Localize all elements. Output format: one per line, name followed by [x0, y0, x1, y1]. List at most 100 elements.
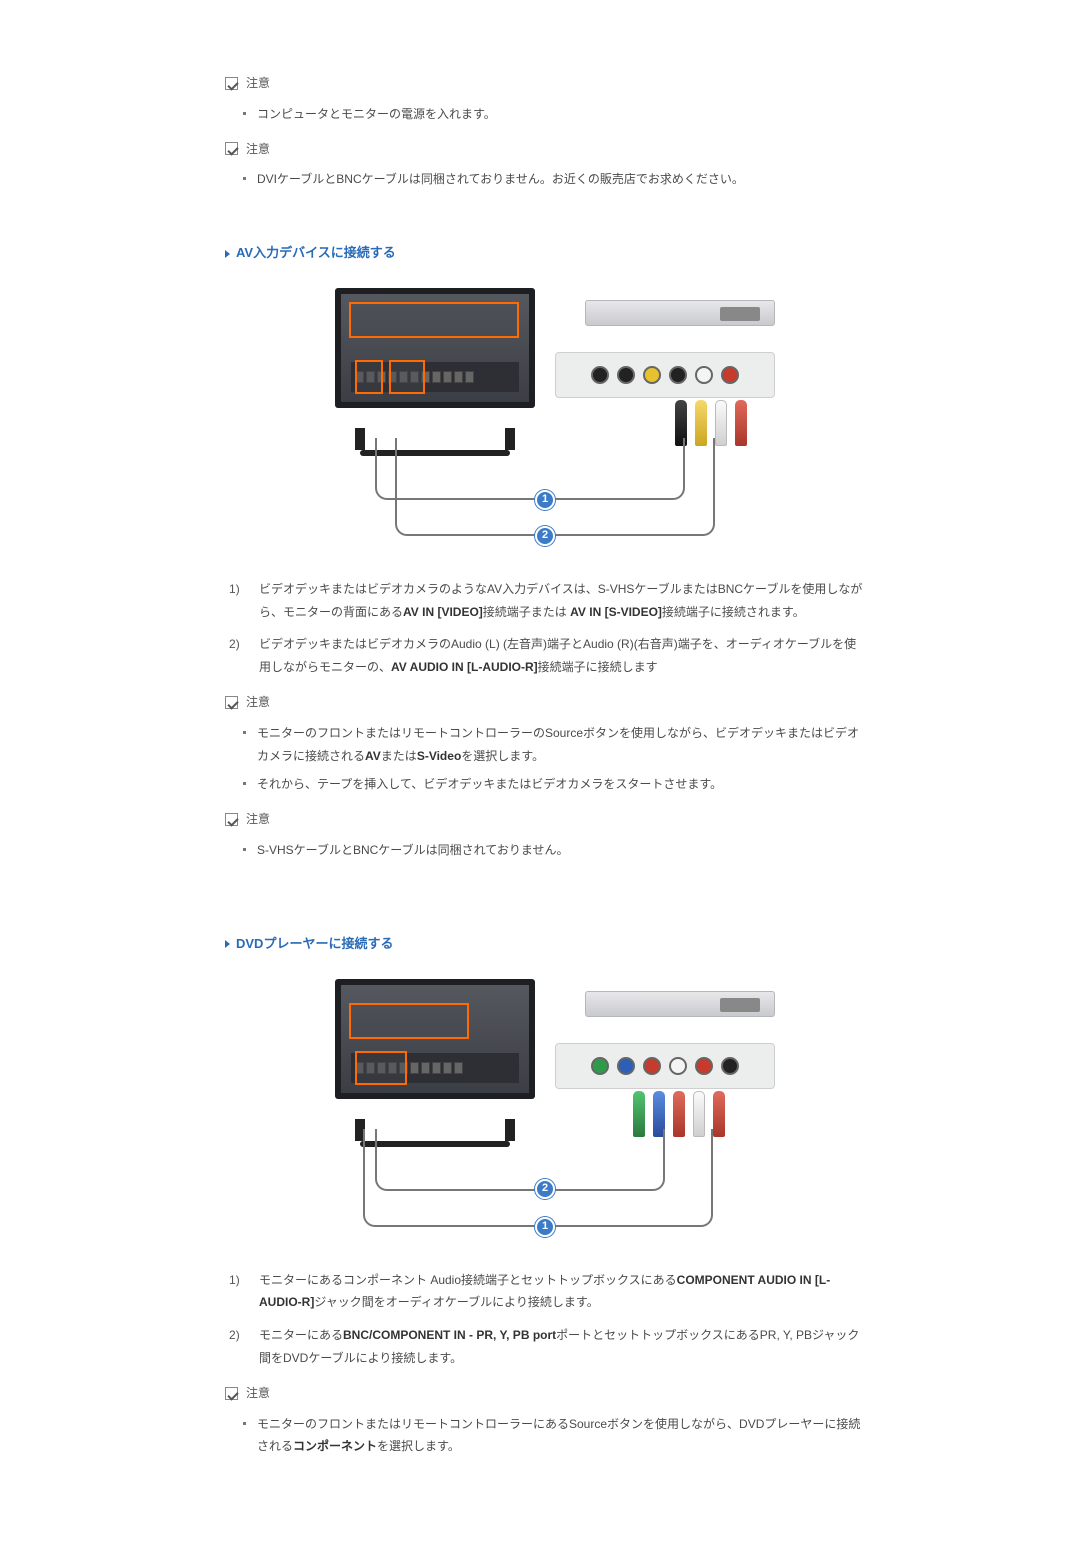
bullet-item: モニターのフロントまたはリモートコントローラーのSourceボタンを使用しながら…	[243, 722, 865, 768]
jack-shape	[695, 366, 713, 384]
numbered-steps: モニターにあるコンポーネント Audio接続端子とセットトップボックスにあるCO…	[225, 1269, 865, 1370]
highlight-box	[349, 302, 519, 338]
note-label: 注意	[246, 72, 270, 95]
stand-leg	[355, 428, 365, 450]
jack-shape	[669, 1057, 687, 1075]
source-device-shape	[585, 300, 775, 326]
port-shape	[443, 1062, 452, 1074]
bullet-item: モニターのフロントまたはリモートコントローラーにあるSourceボタンを使用しな…	[243, 1413, 865, 1459]
note-row: 注意	[225, 1382, 865, 1405]
plug-shape	[735, 400, 747, 446]
cable-line	[363, 1129, 713, 1227]
connector-panel	[555, 1043, 775, 1089]
monitor-frame	[335, 288, 535, 408]
port-shape	[421, 1062, 430, 1074]
check-icon	[225, 1387, 238, 1400]
bullet-item: それから、テープを挿入して、ビデオデッキまたはビデオカメラをスタートさせます。	[243, 773, 865, 796]
highlight-box	[349, 1003, 469, 1039]
badge-1: 1	[535, 1217, 555, 1237]
section-heading: DVDプレーヤーに接続する	[225, 932, 865, 957]
step-text: 接続端子に接続されます。	[662, 605, 805, 619]
plug-shape	[713, 1091, 725, 1137]
bold-term: コンポーネント	[293, 1439, 377, 1453]
note-row: 注意	[225, 808, 865, 831]
bold-term: AV	[365, 749, 381, 763]
badge-1: 1	[535, 490, 555, 510]
text: モニターのフロントまたはリモートコントローラーのSourceボタンを使用しながら…	[257, 726, 859, 763]
note-label: 注意	[246, 691, 270, 714]
connector-panel	[555, 352, 775, 398]
step-text: ジャック間をオーディオケーブルにより接続します。	[314, 1295, 598, 1309]
section-heading: AV入力デバイスに接続する	[225, 241, 865, 266]
highlight-box	[389, 360, 425, 394]
dvd-connection-diagram: 2 1	[315, 979, 775, 1239]
port-shape	[454, 1062, 463, 1074]
monitor-frame	[335, 979, 535, 1099]
bullet-item: コンピュータとモニターの電源を入れます。	[243, 103, 865, 126]
monitor-back-panel	[341, 294, 529, 402]
step-text: 接続端子に接続します	[538, 660, 658, 674]
port-shape	[454, 371, 463, 383]
monitor-shape	[335, 288, 535, 428]
bullet-list: DVIケーブルとBNCケーブルは同梱されておりません。お近くの販売店でお求めくだ…	[225, 168, 865, 191]
step-item: ビデオデッキまたはビデオカメラのAudio (L) (左音声)端子とAudio …	[229, 633, 865, 679]
jack-shape	[591, 366, 609, 384]
source-device-shape	[585, 991, 775, 1017]
bullet-list: モニターのフロントまたはリモートコントローラーにあるSourceボタンを使用しな…	[225, 1413, 865, 1459]
jack-shape	[643, 366, 661, 384]
note-row: 注意	[225, 691, 865, 714]
monitor-back-panel	[341, 985, 529, 1093]
bullet-list: S-VHSケーブルとBNCケーブルは同梱されておりません。	[225, 839, 865, 862]
jack-shape	[643, 1057, 661, 1075]
bold-term: S-Video	[417, 749, 461, 763]
badge-2: 2	[535, 1179, 555, 1199]
note-label: 注意	[246, 808, 270, 831]
bullet-item: DVIケーブルとBNCケーブルは同梱されておりません。お近くの販売店でお求めくだ…	[243, 168, 865, 191]
content-column: 注意 コンピュータとモニターの電源を入れます。 注意 DVIケーブルとBNCケー…	[225, 72, 865, 1458]
bold-term: BNC/COMPONENT IN - PR, Y, PB port	[343, 1328, 556, 1342]
step-text: モニターにあるコンポーネント Audio接続端子とセットトップボックスにある	[259, 1273, 677, 1287]
chevron-right-icon	[225, 250, 230, 258]
text: を選択します。	[377, 1439, 460, 1453]
diagram-container: 2 1	[225, 979, 865, 1239]
port-shape	[465, 371, 474, 383]
note-label: 注意	[246, 138, 270, 161]
port-shape	[410, 1062, 419, 1074]
text: を選択します。	[461, 749, 544, 763]
check-icon	[225, 142, 238, 155]
step-text: モニターにある	[259, 1328, 343, 1342]
port-shape	[432, 1062, 441, 1074]
port-shape	[432, 371, 441, 383]
bold-term: AV IN [VIDEO]	[403, 605, 483, 619]
text: または	[381, 749, 417, 763]
step-item: ビデオデッキまたはビデオカメラのようなAV入力デバイスは、S-VHSケーブルまた…	[229, 578, 865, 624]
cable-line	[395, 438, 715, 536]
step-item: モニターにあるコンポーネント Audio接続端子とセットトップボックスにあるCO…	[229, 1269, 865, 1315]
note-row: 注意	[225, 138, 865, 161]
step-item: モニターにあるBNC/COMPONENT IN - PR, Y, PB port…	[229, 1324, 865, 1370]
jack-shape	[721, 366, 739, 384]
chevron-right-icon	[225, 940, 230, 948]
check-icon	[225, 813, 238, 826]
highlight-box	[355, 360, 383, 394]
monitor-shape	[335, 979, 535, 1119]
plug-shape	[715, 400, 727, 446]
section-title: AV入力デバイスに接続する	[236, 241, 396, 266]
bold-term: AV AUDIO IN [L-AUDIO-R]	[391, 660, 538, 674]
jack-shape	[695, 1057, 713, 1075]
bullet-list: コンピュータとモニターの電源を入れます。	[225, 103, 865, 126]
highlight-box	[355, 1051, 407, 1085]
jack-shape	[617, 366, 635, 384]
diagram-container: 1 2	[225, 288, 865, 548]
port-shape	[443, 371, 452, 383]
av-connection-diagram: 1 2	[315, 288, 775, 548]
check-icon	[225, 77, 238, 90]
jack-shape	[591, 1057, 609, 1075]
step-text: 接続端子または	[483, 605, 570, 619]
bold-term: AV IN [S-VIDEO]	[570, 605, 662, 619]
jack-shape	[617, 1057, 635, 1075]
badge-2: 2	[535, 526, 555, 546]
note-row: 注意	[225, 72, 865, 95]
jack-shape	[669, 366, 687, 384]
bullet-list: モニターのフロントまたはリモートコントローラーのSourceボタンを使用しながら…	[225, 722, 865, 796]
